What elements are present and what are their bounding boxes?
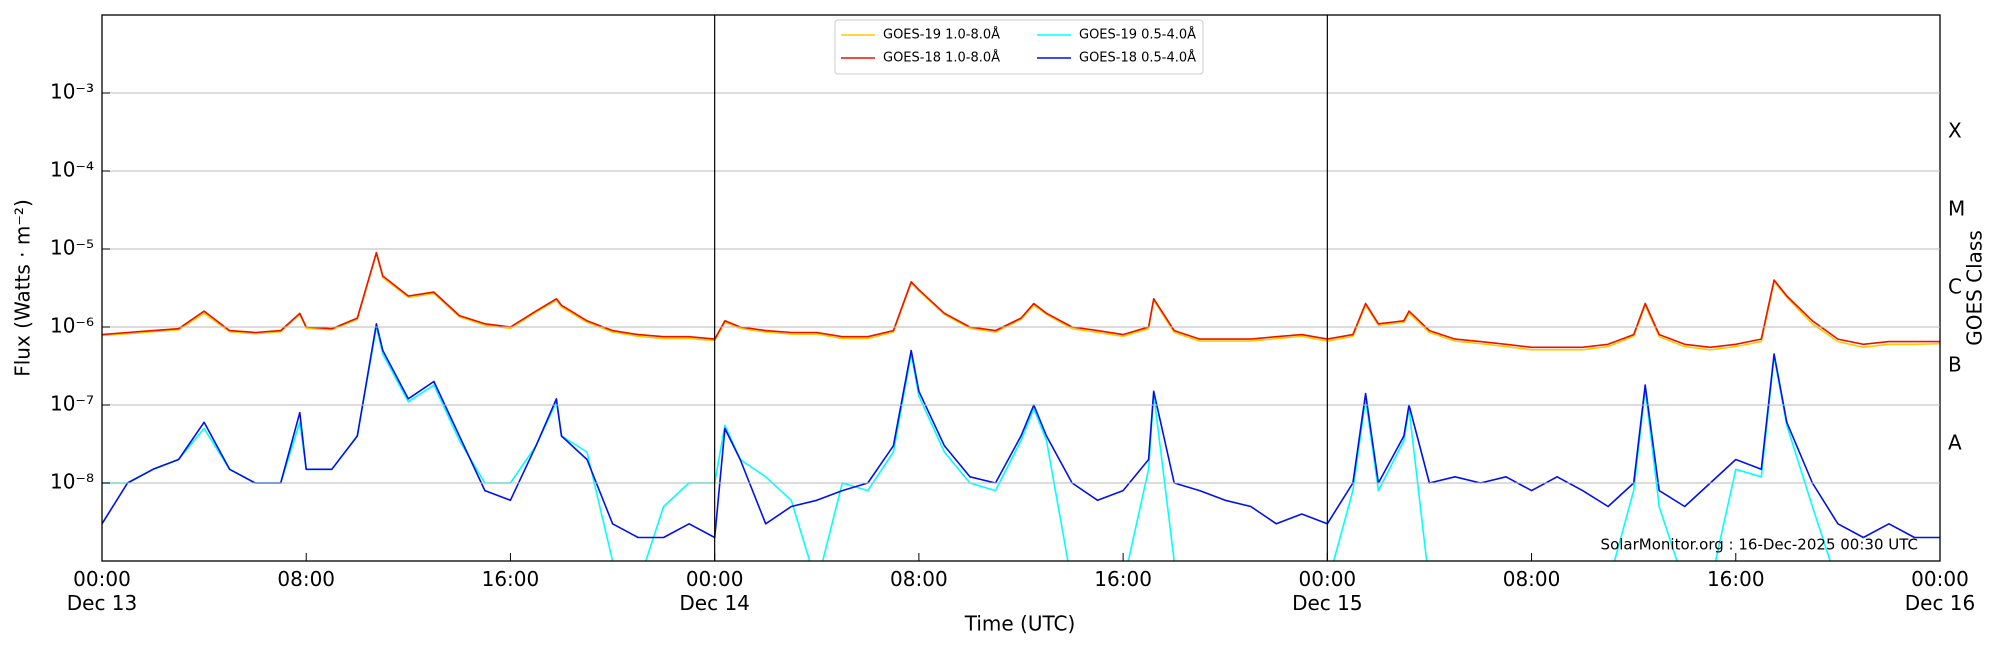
legend-label: GOES-19 0.5-4.0Å (1079, 27, 1196, 43)
class-label: B (1948, 353, 1962, 377)
x-tick-label: 16:00 (1094, 567, 1152, 591)
y-tick-label: 10⁻⁷ (50, 392, 94, 416)
series-line (102, 323, 1940, 539)
y-tick-label: 10⁻⁶ (50, 314, 94, 338)
plot-frame (101, 14, 1941, 562)
x-tick-label: 00:00 Dec 16 (1904, 567, 1976, 615)
y-tick-label: 10⁻³ (50, 80, 94, 104)
y2-axis-label: GOES Class (1963, 230, 1987, 346)
y-tick-label: 10⁻⁴ (50, 158, 94, 182)
x-tick-label: 08:00 (277, 567, 336, 591)
x-tick-label: 00:00 Dec 14 (679, 567, 750, 615)
legend-label: GOES-18 1.0-8.0Å (883, 50, 1000, 66)
legend-label: GOES-19 1.0-8.0Å (883, 27, 1000, 43)
series-line (102, 326, 1832, 561)
x-tick-label: 00:00 Dec 15 (1292, 567, 1363, 615)
x-tick-label: 08:00 (1502, 567, 1561, 591)
legend-label: GOES-18 0.5-4.0Å (1079, 50, 1196, 66)
series-line (102, 251, 1940, 349)
annotation: SolarMonitor.org : 16-Dec-2025 00:30 UTC (1601, 536, 1918, 554)
x-tick-label: 16:00 (481, 567, 540, 591)
x-tick-label: 00:00 Dec 13 (66, 567, 138, 615)
y-tick-label: 10⁻⁵ (50, 236, 94, 260)
class-label: M (1948, 197, 1965, 221)
class-label: X (1948, 119, 1962, 143)
y-axis-label: Flux (Watts · m⁻²) (11, 199, 35, 377)
plot-lines (102, 251, 1940, 561)
x-tick-label: 16:00 (1706, 567, 1765, 591)
y-tick-label: 10⁻⁸ (50, 470, 94, 494)
legend: GOES-19 1.0-8.0Å GOES-18 1.0-8.0Å GOES-19 … (834, 19, 1204, 75)
class-label: A (1948, 431, 1962, 455)
legend-box (834, 19, 1204, 75)
x-axis-label: Time (UTC) (964, 612, 1076, 636)
x-tick-label: 08:00 (890, 567, 948, 591)
class-label: C (1948, 275, 1962, 299)
